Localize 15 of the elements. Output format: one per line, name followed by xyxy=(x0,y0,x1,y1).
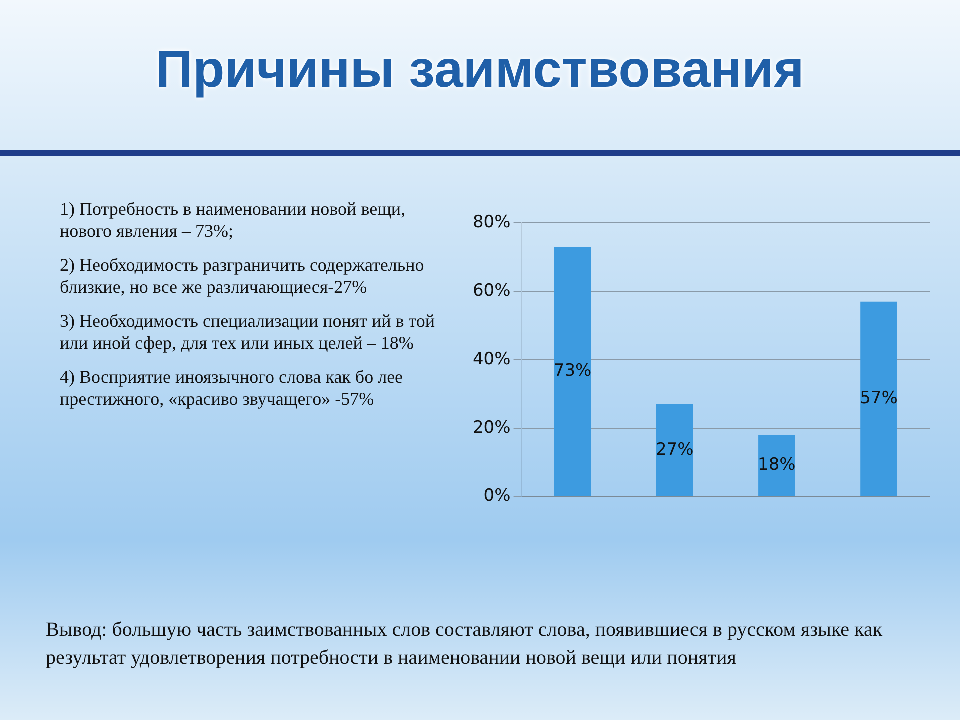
data-label: 27% xyxy=(656,440,694,460)
text: 3) Необходимость специализации понят ий в той или иной сфер, для тех или иных целей – 18% xyxy=(60,310,436,354)
text: 4) Восприятие иноязычного слова как бо лее престижного, «красиво звучащего» -57% xyxy=(60,366,404,410)
data-label: 57% xyxy=(860,388,898,408)
chart-title: Причины заимствования xyxy=(154,40,806,100)
text: 2) Необходимость разграничить содержательно близкие, но все же различающиеся-27% xyxy=(60,254,426,298)
y-tick-label: 0% xyxy=(484,486,511,506)
y-tick-label: 80% xyxy=(472,212,511,233)
data-label: 18% xyxy=(758,455,796,476)
data-label: 73% xyxy=(554,361,592,382)
y-tick-label: 20% xyxy=(472,418,511,438)
text: Вывод: большую часть заимствованных слов составляют слова, появившиеся в русском языке как результат удовлетворения потребности в наименовании новой вещи или понятия xyxy=(46,618,884,671)
text: 1) Потребность в наименовании новой вещи, нового явления – 73%; xyxy=(60,198,407,242)
y-tick-label: 60% xyxy=(472,281,511,302)
y-tick-label: 40% xyxy=(472,349,511,370)
